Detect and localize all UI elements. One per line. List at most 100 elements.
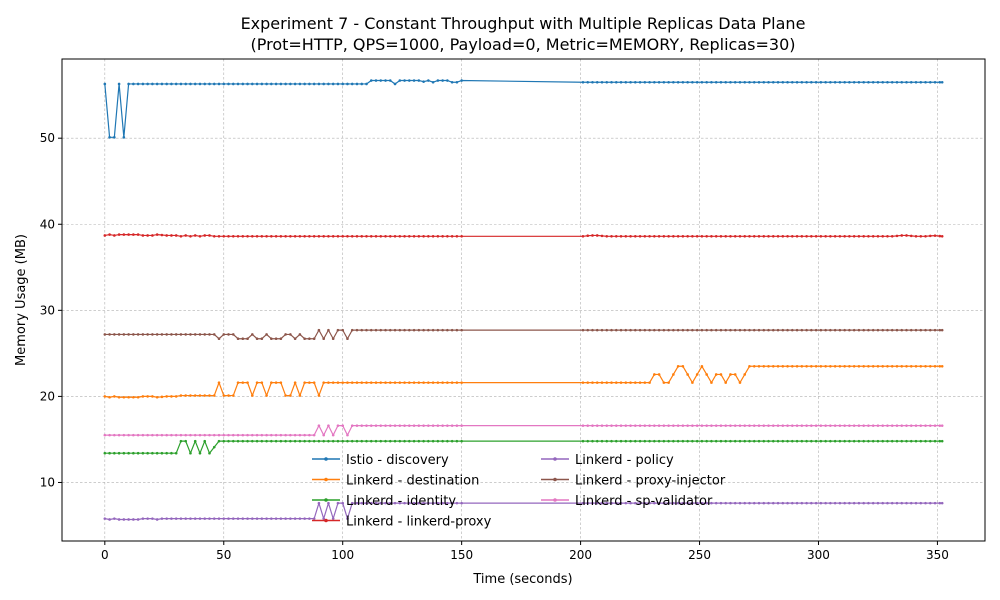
data-point bbox=[398, 381, 402, 384]
data-point bbox=[810, 235, 813, 238]
data-point bbox=[322, 433, 325, 437]
data-point bbox=[648, 381, 651, 384]
data-point bbox=[327, 82, 330, 86]
data-point bbox=[108, 518, 111, 521]
data-point bbox=[909, 364, 913, 368]
data-point bbox=[427, 439, 430, 443]
data-point bbox=[460, 79, 463, 82]
data-point bbox=[431, 235, 435, 238]
data-point bbox=[938, 80, 942, 84]
data-point bbox=[800, 424, 804, 427]
data-point bbox=[833, 439, 837, 443]
data-point bbox=[676, 328, 680, 332]
data-point bbox=[113, 333, 116, 336]
data-point bbox=[862, 501, 865, 505]
data-point bbox=[398, 79, 402, 82]
data-point bbox=[327, 501, 330, 505]
data-point bbox=[629, 424, 632, 427]
data-point bbox=[365, 235, 368, 238]
data-point bbox=[303, 517, 306, 520]
data-point bbox=[600, 439, 604, 443]
data-point bbox=[184, 394, 187, 397]
data-point bbox=[308, 381, 311, 384]
data-point bbox=[681, 364, 685, 368]
data-point bbox=[117, 451, 121, 455]
data-point bbox=[422, 80, 425, 83]
data-point bbox=[398, 424, 402, 427]
data-point bbox=[605, 381, 609, 384]
data-point bbox=[724, 381, 727, 384]
data-point bbox=[890, 364, 894, 368]
data-point bbox=[203, 517, 207, 520]
data-point bbox=[331, 517, 335, 520]
data-point bbox=[174, 451, 178, 455]
data-point bbox=[136, 451, 140, 455]
data-point bbox=[132, 233, 135, 236]
data-point bbox=[379, 439, 383, 443]
data-point bbox=[298, 82, 302, 86]
data-point bbox=[848, 501, 851, 505]
data-point bbox=[270, 82, 273, 86]
data-point bbox=[624, 328, 628, 332]
data-point bbox=[805, 439, 808, 443]
data-point bbox=[686, 80, 689, 84]
data-point bbox=[605, 424, 609, 427]
data-point bbox=[155, 395, 159, 399]
data-point bbox=[217, 433, 221, 437]
data-point bbox=[384, 328, 387, 332]
data-point bbox=[771, 80, 775, 84]
data-point bbox=[246, 82, 249, 86]
data-point bbox=[212, 82, 216, 86]
data-point bbox=[388, 439, 392, 443]
data-point bbox=[122, 136, 126, 139]
data-point bbox=[327, 235, 330, 238]
data-point bbox=[838, 80, 842, 84]
data-point bbox=[450, 80, 454, 84]
data-point bbox=[170, 395, 173, 398]
data-point bbox=[748, 235, 751, 238]
data-point bbox=[103, 82, 107, 86]
data-point bbox=[786, 80, 789, 84]
data-point bbox=[752, 439, 756, 443]
data-point bbox=[231, 433, 235, 437]
data-point bbox=[810, 501, 813, 505]
data-point bbox=[586, 424, 590, 427]
data-point bbox=[805, 501, 808, 505]
data-point bbox=[619, 235, 623, 238]
data-point bbox=[876, 424, 880, 427]
data-point bbox=[308, 517, 311, 520]
data-point bbox=[843, 328, 846, 332]
data-point bbox=[384, 439, 387, 443]
data-point bbox=[141, 234, 145, 237]
data-point bbox=[241, 337, 245, 341]
series-istio-discovery bbox=[103, 79, 944, 139]
data-point bbox=[805, 364, 808, 368]
data-point bbox=[695, 80, 699, 84]
data-point bbox=[909, 328, 913, 332]
data-point bbox=[446, 424, 449, 427]
data-point bbox=[260, 82, 264, 86]
legend-item: Linkerd - proxy-injector bbox=[541, 474, 726, 489]
data-point bbox=[638, 80, 642, 84]
data-point bbox=[403, 381, 406, 384]
data-point bbox=[719, 424, 723, 427]
data-point bbox=[341, 235, 345, 238]
data-point bbox=[231, 333, 235, 336]
data-point bbox=[686, 424, 689, 427]
data-point bbox=[170, 451, 173, 455]
data-point bbox=[365, 424, 368, 427]
data-point bbox=[900, 364, 904, 368]
data-point bbox=[388, 424, 392, 427]
data-point bbox=[762, 439, 766, 443]
data-point bbox=[805, 235, 808, 238]
data-point bbox=[179, 235, 183, 238]
data-point bbox=[814, 364, 818, 368]
data-point bbox=[360, 328, 364, 332]
data-point bbox=[422, 439, 425, 443]
data-point bbox=[672, 501, 675, 505]
data-point bbox=[155, 433, 159, 437]
data-point bbox=[928, 424, 932, 427]
data-point bbox=[919, 328, 923, 332]
data-point bbox=[653, 373, 656, 376]
data-point bbox=[422, 328, 425, 332]
